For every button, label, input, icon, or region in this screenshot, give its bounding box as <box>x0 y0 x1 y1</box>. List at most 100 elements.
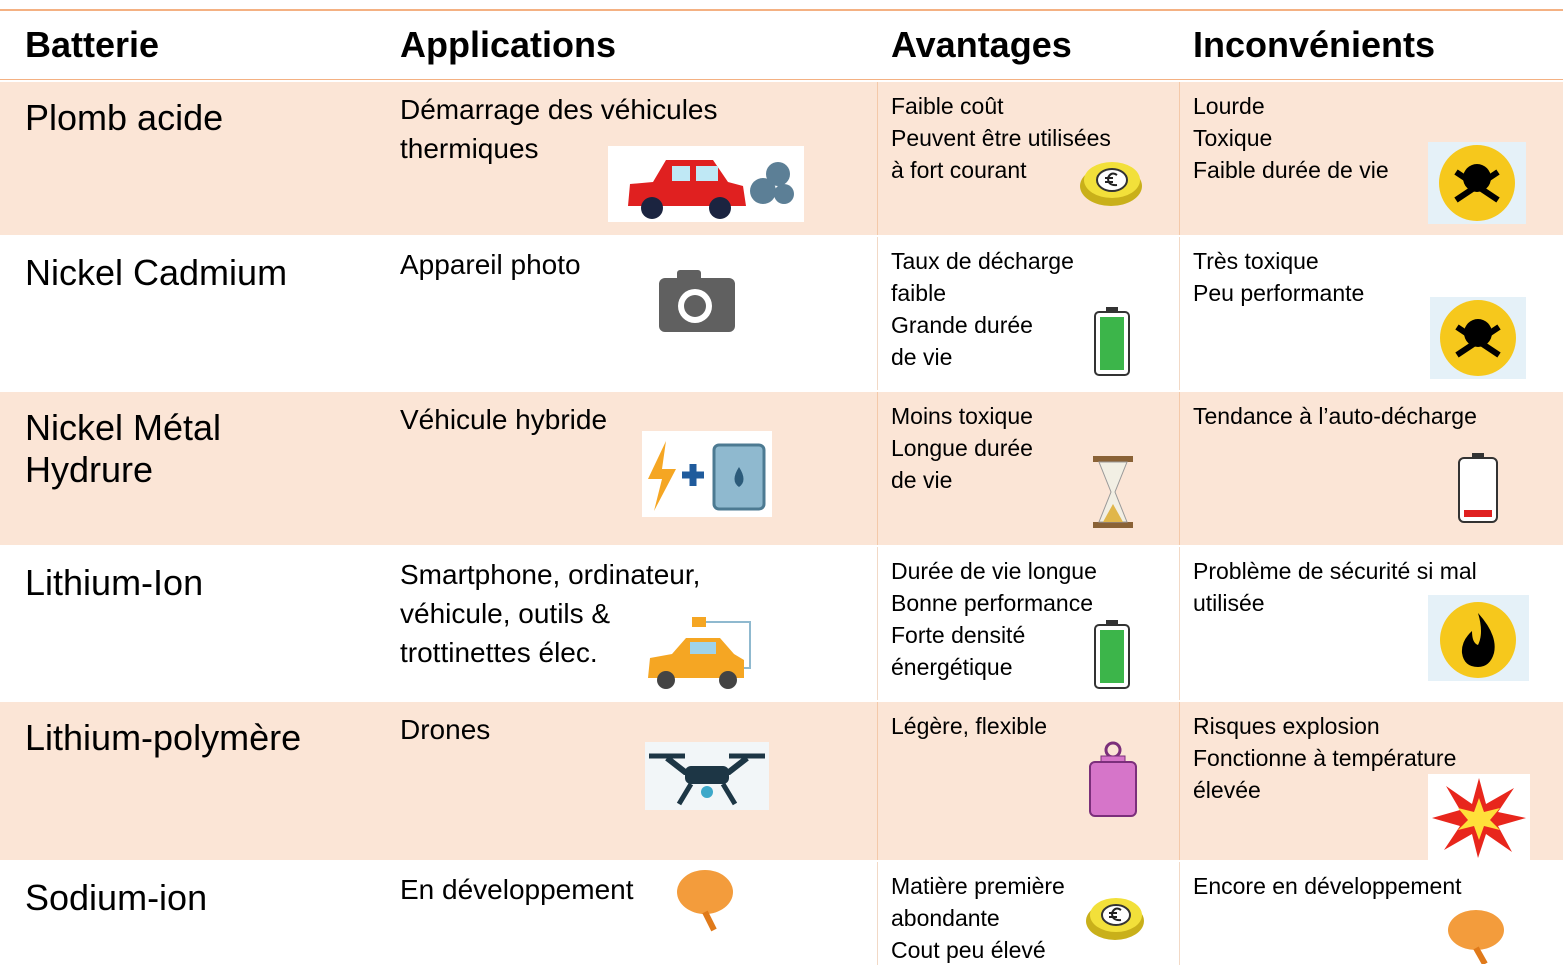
cell-line: faible <box>891 280 946 306</box>
car-window <box>690 642 716 654</box>
brain-stem <box>1473 946 1488 964</box>
battery-charge <box>1464 510 1492 517</box>
battery-tip <box>1106 620 1118 626</box>
cell-line: Lithium-Ion <box>25 562 204 603</box>
column-divider <box>877 862 878 965</box>
table-cell: Taux de décharge faible Grande durée de vie <box>891 245 1074 373</box>
cell-line: énergétique <box>891 654 1013 680</box>
flame <box>1461 613 1495 667</box>
cell-line: Peu performante <box>1193 280 1365 306</box>
weight-icon <box>1089 741 1137 817</box>
glass <box>1098 461 1128 523</box>
battery-tip <box>1106 307 1118 313</box>
column-divider <box>1179 392 1180 545</box>
table-cell: Démarrage des véhicules thermiques <box>400 90 718 168</box>
hourglass-base <box>1093 522 1133 528</box>
drone-camera <box>701 786 713 798</box>
cell-line: Smartphone, ordinateur, <box>400 559 701 590</box>
cell-line: Très toxique <box>1193 248 1319 274</box>
car-window <box>672 166 690 181</box>
drone-body <box>685 766 729 784</box>
battery-full-icon <box>1094 307 1130 376</box>
table-cell: Tendance à l’auto-décharge <box>1193 400 1477 432</box>
badge <box>1440 602 1516 678</box>
cell-line: Fonctionne à température <box>1193 745 1457 771</box>
table-cell: Sodium-ion <box>25 877 207 919</box>
table-cell: Lithium-polymère <box>25 717 301 759</box>
cell-line: élevée <box>1193 777 1261 803</box>
top-rule <box>0 9 1563 11</box>
skull <box>1464 319 1492 347</box>
table-cell: Lourde Toxique Faible durée de vie <box>1193 90 1389 186</box>
coin-center <box>1101 904 1131 926</box>
cell-line: de vie <box>891 467 953 493</box>
cell-line: Matière première <box>891 873 1065 899</box>
row-divider <box>0 700 1563 702</box>
table-cell: Encore en développement <box>1193 870 1462 902</box>
hourglass-icon <box>1093 456 1133 528</box>
cell-line: Grande durée <box>891 312 1033 338</box>
cell-line: Problème de sécurité si mal <box>1193 558 1477 584</box>
table-cell: Moins toxique Longue durée de vie <box>891 400 1033 496</box>
lens <box>684 295 706 317</box>
brain-icon <box>1448 910 1504 964</box>
hourglass-top <box>1093 456 1133 462</box>
legs <box>676 782 738 806</box>
smoke <box>774 184 794 204</box>
column-header: Avantages <box>891 24 1072 65</box>
cell-line: thermiques <box>400 133 539 164</box>
cell-line: Hydrure <box>25 449 154 490</box>
row-divider <box>0 545 1563 547</box>
cell-line: Durée de vie longue <box>891 558 1097 584</box>
table-cell: Faible coût Peuvent être utilisées à fort … <box>891 90 1111 186</box>
column-header: Batterie <box>25 24 160 65</box>
table-cell: Lithium-Ion <box>25 562 203 604</box>
weight-body <box>1089 761 1137 817</box>
cell-line: Véhicule hybride <box>400 404 608 435</box>
plus <box>682 464 704 486</box>
brain-icon <box>677 870 733 932</box>
cell-line: Sodium-ion <box>25 877 208 918</box>
row-divider <box>0 80 1563 82</box>
cell-line: Nickel Métal <box>25 407 222 448</box>
fire-icon <box>1428 595 1529 681</box>
column-divider <box>877 82 878 235</box>
battery-charge <box>1100 317 1124 370</box>
row-divider <box>0 390 1563 392</box>
sand <box>1103 504 1123 522</box>
cell-line: Plomb acide <box>25 97 224 138</box>
skull <box>1463 164 1491 192</box>
camera-icon <box>659 270 735 332</box>
plug <box>692 617 706 627</box>
smoke <box>766 162 790 186</box>
weight-ring <box>1104 741 1122 759</box>
table-cell: Risques explosion Fonctionne à températur… <box>1193 710 1456 806</box>
table-row: Lithium-polymère Drones Légère, flexible Ri… <box>0 700 1563 860</box>
cell-line: Faible durée de vie <box>1193 157 1389 183</box>
table-cell: Appareil photo <box>400 245 581 284</box>
drone-icon <box>645 742 769 810</box>
hybrid-icon <box>642 431 772 517</box>
column-divider <box>1179 862 1180 965</box>
table-cell: Nickel Métal Hydrure <box>25 407 221 491</box>
cell-line: En développement <box>400 874 634 905</box>
wheel <box>641 197 663 219</box>
car-body <box>648 638 744 678</box>
cell-line: Risques explosion <box>1193 713 1380 739</box>
table-row: Sodium-ion En développement Matière premiè… <box>0 860 1563 965</box>
wheel <box>657 671 675 689</box>
cell-line: Taux de décharge <box>891 248 1074 274</box>
skull-icon <box>1428 142 1526 224</box>
table-cell: Plomb acide <box>25 97 223 139</box>
cell-line: utilisée <box>1193 590 1265 616</box>
cable <box>704 621 751 669</box>
column-header: Applications <box>400 24 617 65</box>
column-divider <box>877 237 878 390</box>
column-divider <box>877 392 878 545</box>
table-cell: Véhicule hybride <box>400 400 607 439</box>
battery-low-icon <box>1458 453 1498 523</box>
cell-line: Encore en développement <box>1193 873 1462 899</box>
skull-icon <box>1430 297 1526 379</box>
cell-line: Longue durée <box>891 435 1033 461</box>
